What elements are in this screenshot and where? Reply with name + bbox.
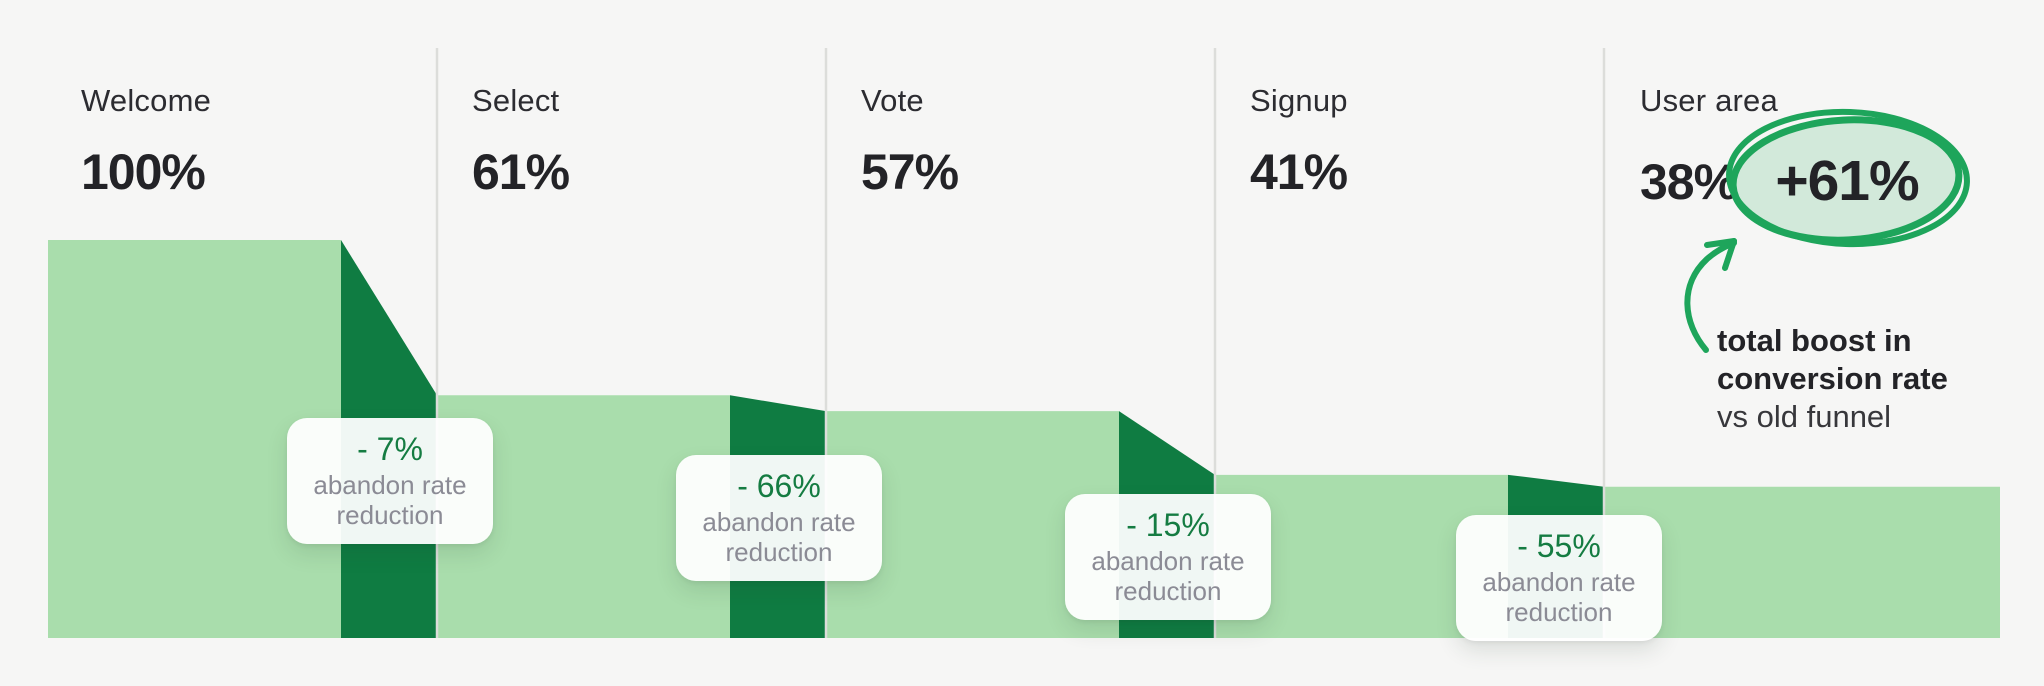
stage-user-area: User area 38%: [1640, 83, 1778, 210]
stage-signup: Signup 41%: [1250, 83, 1348, 200]
stage-label: Signup: [1250, 83, 1348, 118]
stage-label: Select: [472, 83, 560, 118]
drop-note: abandon rate reduction: [313, 470, 467, 530]
stage-welcome: Welcome 100%: [81, 83, 212, 200]
drop-value: - 55%: [1517, 528, 1601, 564]
boost-caption: total boost in conversion rate vs old fu…: [1717, 322, 2017, 436]
drop-note: abandon rate reduction: [1482, 567, 1636, 627]
stage-label: Welcome: [81, 83, 212, 118]
stage-value: 61%: [472, 144, 570, 200]
drop-note: abandon rate reduction: [702, 507, 856, 567]
drop-badge-welcome-select: - 7% abandon rate reduction: [287, 418, 493, 544]
caption-line-2: conversion rate: [1717, 361, 1948, 396]
funnel-segment-0: [48, 240, 341, 638]
stage-label: User area: [1640, 83, 1778, 118]
drop-value: - 15%: [1126, 507, 1210, 543]
drop-value: - 7%: [357, 431, 423, 467]
drop-note: abandon rate reduction: [1091, 546, 1245, 606]
stage-value: 41%: [1250, 144, 1348, 200]
stage-select: Select 61%: [472, 83, 570, 200]
funnel-segment-4: [1604, 486, 2000, 638]
stage-value: 38%: [1640, 154, 1738, 210]
boost-value: +61%: [1775, 149, 1919, 213]
funnel-segment-2: [826, 411, 1119, 638]
caption-line-1: total boost in: [1717, 323, 1912, 358]
drop-badge-signup-userarea: - 55% abandon rate reduction: [1456, 515, 1662, 641]
drop-value: - 66%: [737, 468, 821, 504]
stage-value: 100%: [81, 144, 206, 200]
caption-subline: vs old funnel: [1717, 399, 1892, 434]
highlight-circle-icon: [1726, 108, 1970, 248]
funnel-segment-3: [1215, 474, 1508, 638]
drop-badge-select-vote: - 66% abandon rate reduction: [676, 455, 882, 581]
stage-value: 57%: [861, 144, 959, 200]
stage-vote: Vote 57%: [861, 83, 959, 200]
funnel-segment-1: [437, 395, 730, 638]
curved-arrow-icon: [1684, 238, 1737, 353]
stage-label: Vote: [861, 83, 924, 118]
drop-badge-vote-signup: - 15% abandon rate reduction: [1065, 494, 1271, 620]
